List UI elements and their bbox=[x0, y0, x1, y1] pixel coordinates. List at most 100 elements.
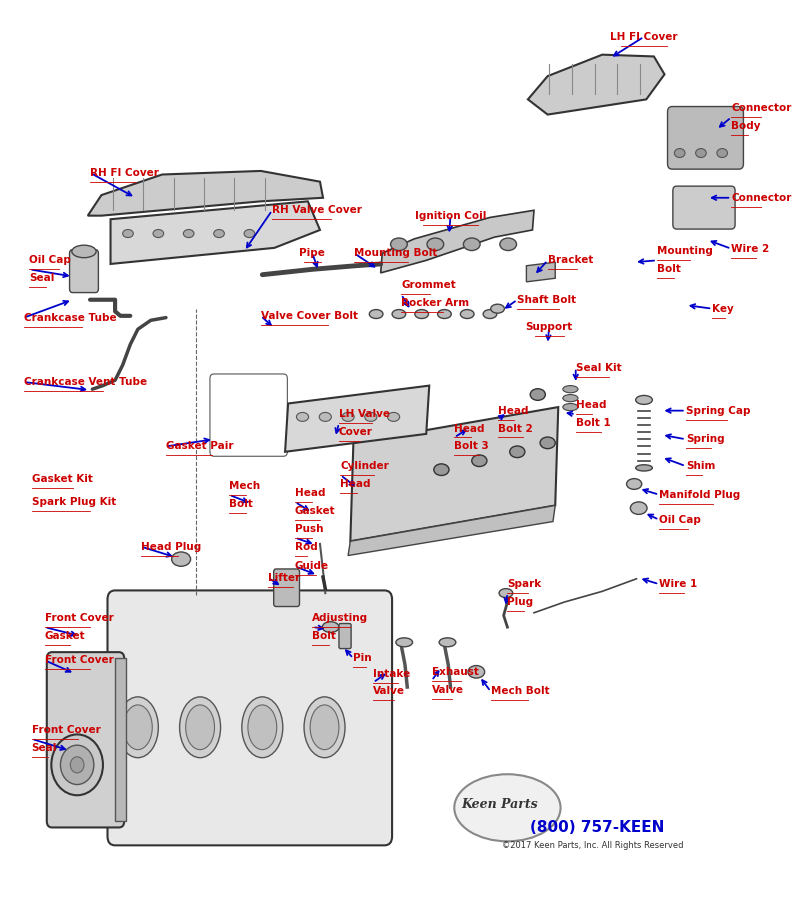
Text: Mounting Bolt: Mounting Bolt bbox=[354, 248, 438, 258]
Text: Keen Parts: Keen Parts bbox=[462, 797, 538, 811]
Ellipse shape bbox=[510, 446, 525, 457]
Ellipse shape bbox=[483, 310, 497, 319]
Ellipse shape bbox=[630, 502, 647, 515]
Ellipse shape bbox=[540, 437, 555, 449]
FancyBboxPatch shape bbox=[667, 106, 743, 169]
Text: Oil Cap: Oil Cap bbox=[659, 515, 701, 525]
Text: Gasket: Gasket bbox=[295, 506, 335, 516]
Ellipse shape bbox=[396, 638, 413, 647]
Ellipse shape bbox=[439, 638, 456, 647]
Text: Shim: Shim bbox=[686, 461, 715, 471]
FancyBboxPatch shape bbox=[46, 652, 124, 827]
FancyBboxPatch shape bbox=[274, 569, 299, 607]
Text: Gasket Kit: Gasket Kit bbox=[32, 473, 93, 483]
Text: Bolt: Bolt bbox=[229, 499, 253, 508]
Text: Head: Head bbox=[341, 479, 371, 489]
Ellipse shape bbox=[472, 454, 487, 466]
Text: Head: Head bbox=[498, 406, 528, 416]
Text: Push: Push bbox=[295, 524, 323, 534]
Ellipse shape bbox=[242, 697, 283, 758]
Polygon shape bbox=[348, 506, 555, 555]
Ellipse shape bbox=[183, 230, 194, 238]
Text: Head: Head bbox=[295, 488, 326, 498]
FancyBboxPatch shape bbox=[673, 186, 735, 230]
Ellipse shape bbox=[118, 697, 158, 758]
Text: Shaft Bolt: Shaft Bolt bbox=[518, 294, 577, 305]
Ellipse shape bbox=[51, 734, 103, 796]
Text: Wire 1: Wire 1 bbox=[659, 580, 698, 590]
FancyBboxPatch shape bbox=[107, 590, 392, 845]
Text: Head: Head bbox=[576, 400, 606, 410]
Text: Connector: Connector bbox=[731, 104, 792, 113]
Text: Crankcase Vent Tube: Crankcase Vent Tube bbox=[24, 377, 147, 387]
Text: Exhaust: Exhaust bbox=[431, 667, 478, 677]
Polygon shape bbox=[526, 262, 555, 282]
Text: Seal: Seal bbox=[32, 742, 57, 752]
Polygon shape bbox=[110, 202, 320, 264]
Ellipse shape bbox=[434, 464, 449, 475]
Text: Valve: Valve bbox=[431, 685, 463, 695]
Polygon shape bbox=[381, 211, 534, 273]
Ellipse shape bbox=[696, 148, 706, 157]
Text: Front Cover: Front Cover bbox=[45, 613, 114, 623]
Text: Cylinder: Cylinder bbox=[341, 461, 390, 471]
Text: Mech Bolt: Mech Bolt bbox=[490, 687, 550, 697]
Ellipse shape bbox=[342, 412, 354, 421]
Polygon shape bbox=[285, 385, 430, 452]
Text: Crankcase Tube: Crankcase Tube bbox=[24, 312, 117, 322]
Ellipse shape bbox=[370, 310, 383, 319]
Text: Intake: Intake bbox=[373, 669, 410, 679]
Text: Wire 2: Wire 2 bbox=[731, 244, 770, 254]
Text: Spring Cap: Spring Cap bbox=[686, 406, 750, 416]
Text: Lifter: Lifter bbox=[268, 573, 301, 583]
Text: LH FI Cover: LH FI Cover bbox=[610, 32, 678, 41]
Ellipse shape bbox=[310, 705, 339, 750]
Text: Front Cover: Front Cover bbox=[32, 725, 100, 735]
Ellipse shape bbox=[304, 697, 345, 758]
Ellipse shape bbox=[297, 412, 309, 421]
FancyBboxPatch shape bbox=[339, 624, 351, 649]
Ellipse shape bbox=[427, 238, 444, 250]
Ellipse shape bbox=[153, 230, 164, 238]
Text: LH Valve: LH Valve bbox=[339, 410, 390, 419]
Text: Valve Cover Bolt: Valve Cover Bolt bbox=[261, 310, 358, 320]
Ellipse shape bbox=[365, 412, 377, 421]
Ellipse shape bbox=[70, 757, 84, 773]
Polygon shape bbox=[115, 659, 126, 821]
Text: Key: Key bbox=[712, 303, 734, 314]
Ellipse shape bbox=[248, 705, 277, 750]
Text: Head Plug: Head Plug bbox=[141, 542, 201, 552]
Ellipse shape bbox=[490, 304, 504, 313]
Text: Cover: Cover bbox=[339, 428, 373, 437]
Text: Spring: Spring bbox=[686, 435, 724, 445]
Ellipse shape bbox=[61, 745, 94, 785]
Ellipse shape bbox=[626, 479, 642, 490]
Ellipse shape bbox=[463, 238, 480, 250]
Text: Seal: Seal bbox=[30, 274, 54, 284]
Ellipse shape bbox=[319, 412, 331, 421]
Text: Valve: Valve bbox=[373, 687, 405, 697]
Text: RH Valve Cover: RH Valve Cover bbox=[272, 205, 362, 215]
Text: Gasket: Gasket bbox=[45, 631, 85, 641]
Ellipse shape bbox=[415, 310, 429, 319]
Ellipse shape bbox=[563, 385, 578, 392]
Ellipse shape bbox=[123, 705, 152, 750]
Ellipse shape bbox=[563, 403, 578, 410]
Polygon shape bbox=[350, 407, 558, 541]
Ellipse shape bbox=[322, 622, 339, 633]
Text: Mounting: Mounting bbox=[657, 247, 713, 256]
Text: ©2017 Keen Parts, Inc. All Rights Reserved: ©2017 Keen Parts, Inc. All Rights Reserv… bbox=[502, 841, 684, 850]
Text: Bolt: Bolt bbox=[312, 631, 336, 641]
Text: Rod: Rod bbox=[295, 542, 318, 552]
Ellipse shape bbox=[636, 464, 652, 471]
Text: RH FI Cover: RH FI Cover bbox=[90, 167, 159, 177]
Polygon shape bbox=[528, 55, 665, 114]
Ellipse shape bbox=[460, 310, 474, 319]
Ellipse shape bbox=[186, 705, 214, 750]
Ellipse shape bbox=[122, 230, 134, 238]
Ellipse shape bbox=[500, 238, 517, 250]
Text: Adjusting: Adjusting bbox=[312, 613, 369, 623]
Ellipse shape bbox=[530, 389, 546, 400]
Text: Grommet: Grommet bbox=[401, 281, 456, 291]
Ellipse shape bbox=[454, 774, 561, 842]
